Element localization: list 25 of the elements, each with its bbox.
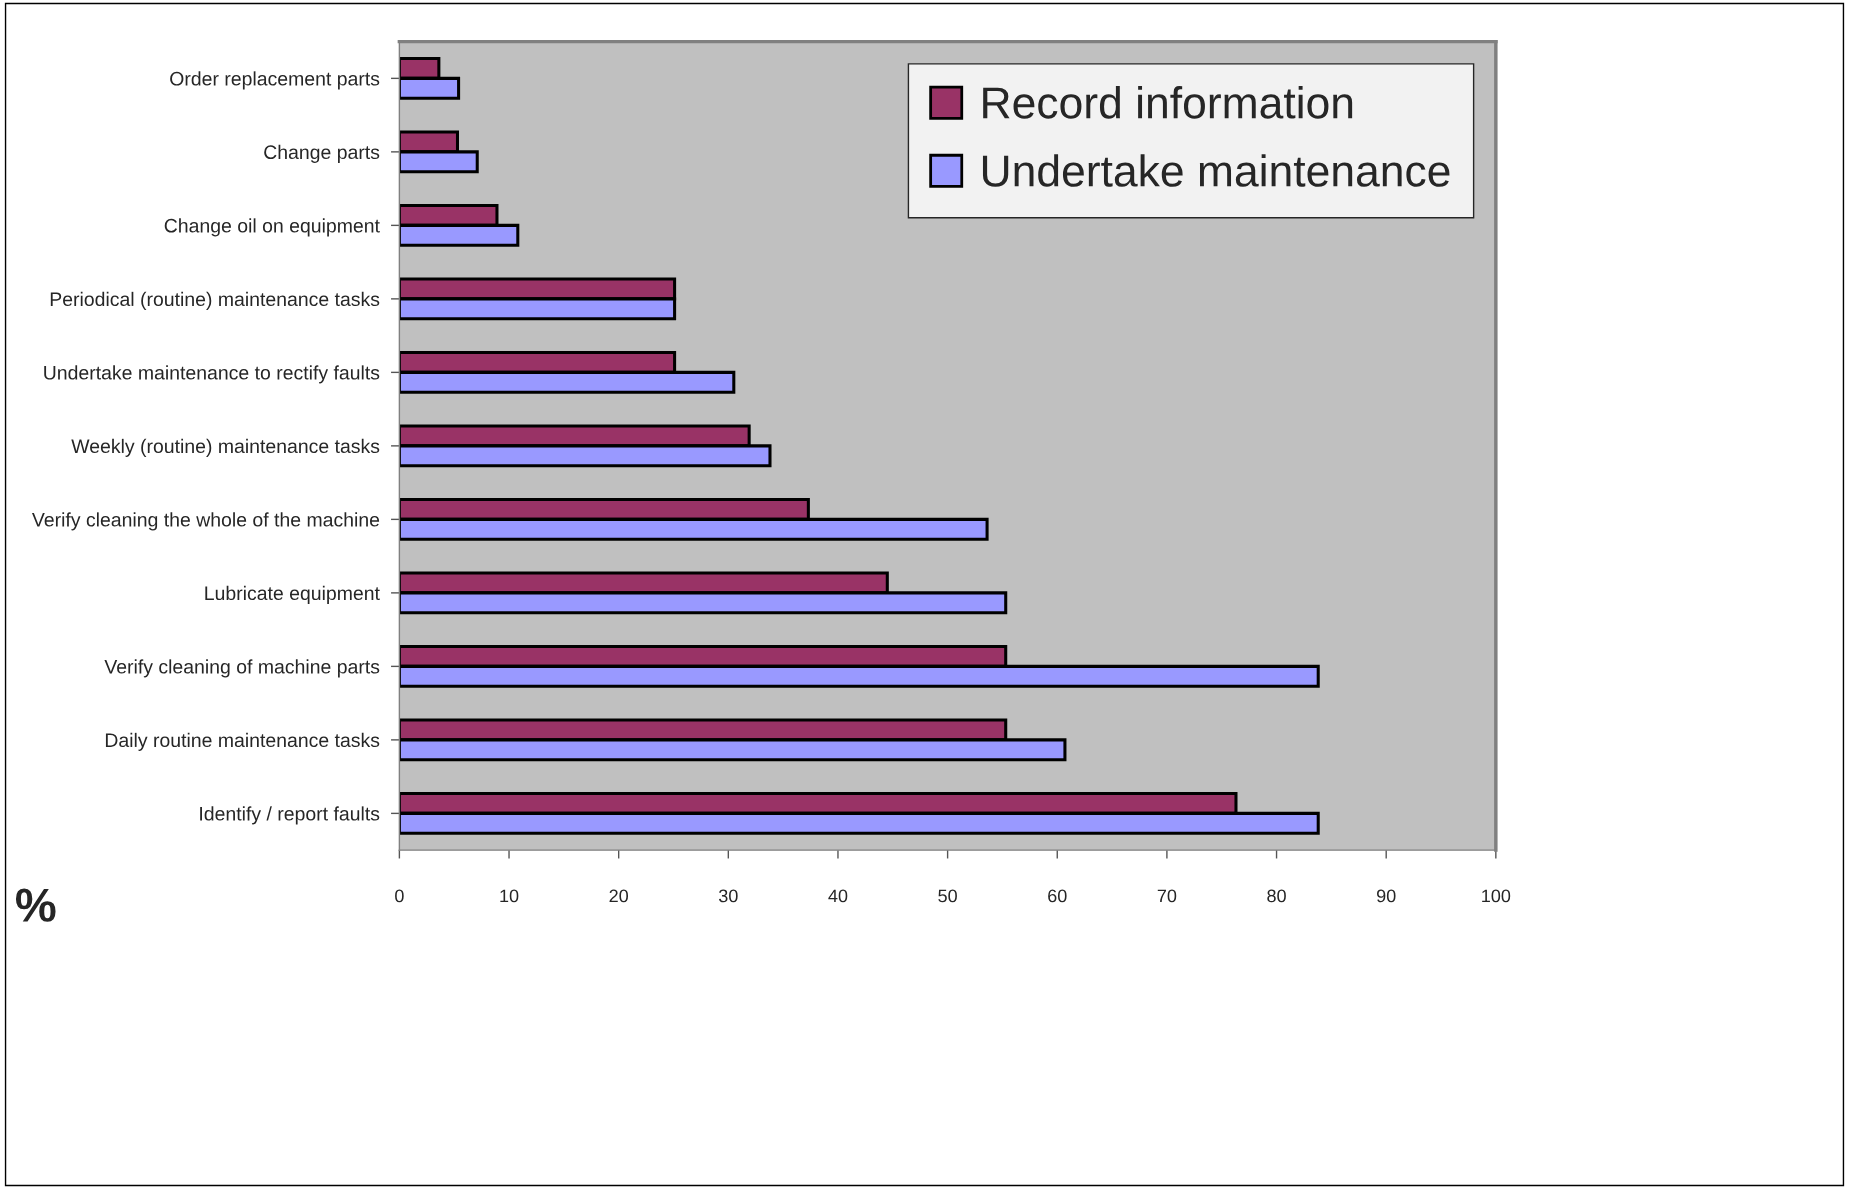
legend-label: Undertake maintenance	[982, 154, 1450, 187]
y-tick-label: Verify cleaning the whole of the machine	[31, 512, 380, 531]
y-tick-label: Daily routine maintenance tasks	[105, 732, 380, 751]
x-tick-label: 60	[1048, 889, 1067, 903]
x-tick-label: 30	[718, 889, 738, 903]
x-tick-label: 0	[395, 889, 404, 903]
legend-label: Record information	[983, 86, 1353, 119]
y-tick-label: Lubricate equipment	[205, 585, 380, 604]
x-tick-label: 90	[1377, 889, 1396, 903]
x-tick-label: 20	[609, 889, 629, 903]
y-tick-label: Weekly (routine) maintenance tasks	[71, 438, 380, 457]
y-tick-label: Change parts	[264, 144, 380, 163]
y-tick-label: Change oil on equipment	[164, 218, 380, 237]
y-tick-label: Periodical (routine) maintenance tasks	[50, 291, 380, 310]
x-tick-label: 70	[1157, 889, 1177, 903]
x-tick-label: 40	[828, 889, 848, 903]
y-tick-label: Identify / report faults	[200, 806, 380, 825]
x-tick-label: 80	[1267, 889, 1286, 903]
x-axis-title: %	[15, 888, 56, 922]
x-tick-label: 10	[500, 889, 519, 903]
y-tick-label: Order replacement parts	[170, 71, 380, 90]
x-tick-label: 50	[938, 889, 957, 903]
y-tick-label: Undertake maintenance to rectify faults	[44, 365, 380, 384]
x-tick-label: 100	[1482, 889, 1511, 903]
y-tick-label: Verify cleaning of machine parts	[104, 659, 380, 678]
